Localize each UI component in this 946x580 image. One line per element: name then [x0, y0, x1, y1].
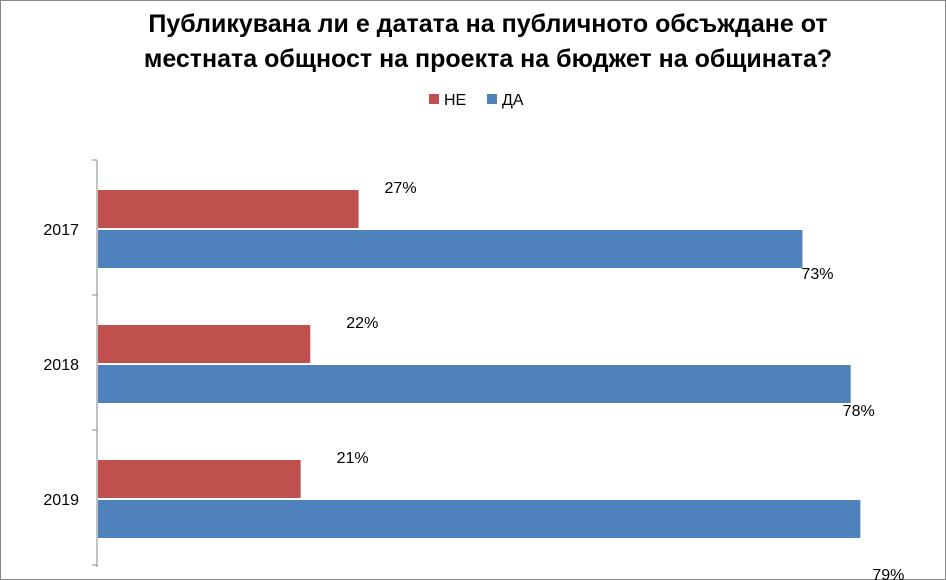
legend-swatch-ne: [429, 94, 439, 104]
y-tick-label-2017: 2017: [43, 222, 79, 239]
bar-ne-2018: [98, 325, 311, 363]
chart-title-line1: Публикувана ли е датата на публичното об…: [148, 10, 827, 38]
legend-label-ne: НЕ: [444, 92, 466, 109]
bar-da-2019: [98, 500, 861, 538]
bar-ne-2019: [98, 460, 301, 498]
legend-swatch-da: [487, 94, 497, 104]
data-label-da-2019: 79%: [872, 567, 904, 580]
data-label-da-2018: 78%: [843, 403, 875, 420]
y-tick-label-2019: 2019: [43, 492, 79, 509]
bar-da-2017: [98, 230, 803, 268]
data-label-ne-2019: 21%: [337, 450, 369, 467]
data-label-ne-2017: 27%: [385, 180, 417, 197]
bar-ne-2017: [98, 190, 359, 228]
legend: НЕ ДА: [429, 92, 524, 109]
legend-label-da: ДА: [502, 92, 524, 109]
data-label-da-2017: 73%: [801, 266, 833, 283]
bar-da-2018: [98, 365, 851, 403]
chart-title-line2: местната общност на проекта на бюджет на…: [144, 45, 832, 73]
data-label-ne-2018: 22%: [346, 315, 378, 332]
y-tick-label-2018: 2018: [43, 357, 79, 374]
plot-area: 2017 27% 73% 2018 22% 78% 2019 21% 79%: [43, 159, 904, 580]
